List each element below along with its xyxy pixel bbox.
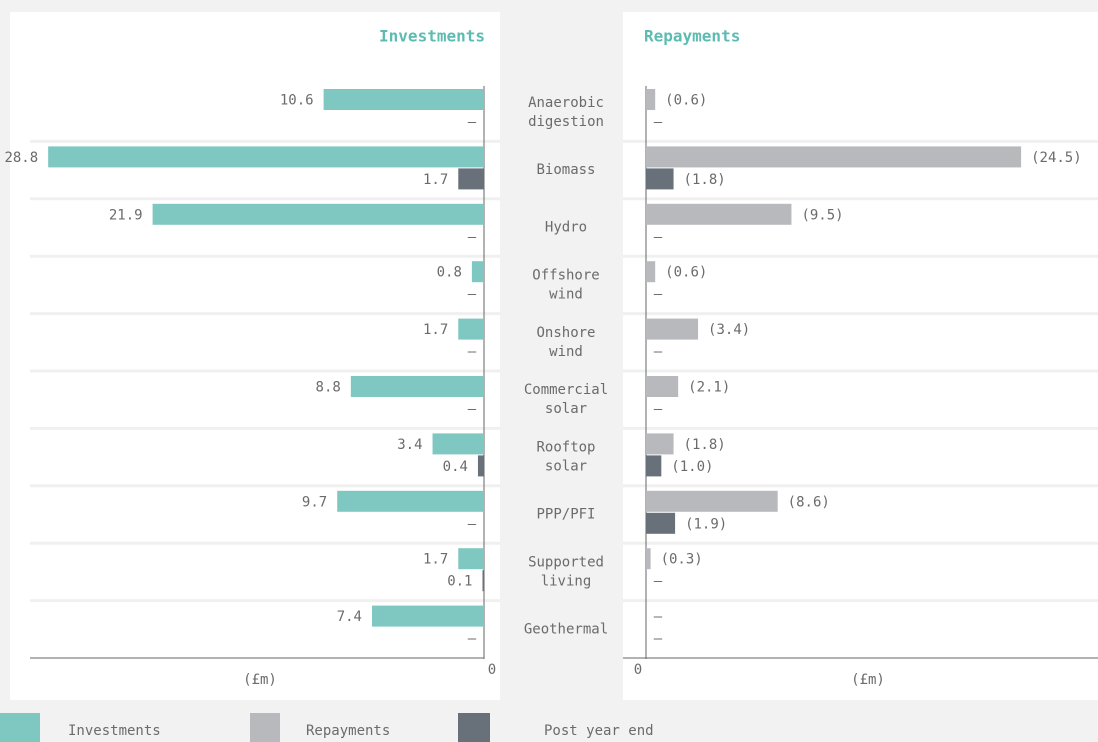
value-label: – [468,287,477,303]
legend-label: Repayments [306,723,390,739]
value-label: – [468,344,477,360]
bar [458,548,484,570]
right-panel [623,12,1098,700]
legend-swatch [0,713,40,742]
value-label: 0.4 [443,459,468,475]
panel-title: Repayments [644,27,740,46]
value-label: (8.6) [788,494,830,510]
category-label: PPP/PFI [536,507,595,523]
bar [323,89,484,110]
bar [646,89,656,110]
category-label: Commercial solar [524,382,608,417]
bar [152,203,484,225]
bar [458,318,484,340]
legend-label: Investments [68,723,161,739]
bar [477,455,484,477]
value-label: – [654,344,663,360]
value-label: – [654,631,663,647]
bar [646,512,676,534]
value-label: 21.9 [109,207,143,223]
left-panel [10,12,500,700]
value-label: (9.5) [801,207,843,223]
bar [432,433,484,455]
value-label: 9.7 [302,494,327,510]
category-label: Supported living [528,554,604,589]
bar [646,203,792,225]
bar [482,570,484,592]
value-label: 3.4 [397,437,422,453]
value-label: (0.3) [661,552,703,568]
category-label: Biomass [536,162,595,178]
value-label: – [654,609,663,625]
value-label: 1.7 [423,172,448,188]
bar [646,455,662,477]
category-label: Onshore wind [536,325,595,360]
value-label: 0.8 [437,265,462,281]
value-label: – [468,516,477,532]
category-label: Rooftop solar [536,440,595,475]
value-label: (2.1) [688,380,730,396]
bar [471,261,484,283]
value-label: (1.0) [671,459,713,475]
legend-label: Post year end [544,723,654,739]
value-label: – [654,574,663,590]
panel-title: Investments [379,27,485,46]
bar [337,490,484,512]
bar [646,376,679,397]
value-label: – [468,229,477,245]
value-label: – [468,115,477,131]
value-label: (24.5) [1031,150,1082,166]
bar [646,433,674,455]
value-label: (1.8) [684,172,726,188]
bar [372,605,484,627]
legend-swatch [458,713,490,742]
x-tick-label: 0 [488,662,496,678]
legend-swatch [250,713,280,742]
value-label: (0.6) [665,265,707,281]
value-label: (1.9) [685,516,727,532]
x-tick-label: 0 [634,662,642,678]
value-label: 1.7 [423,552,448,568]
value-label: – [654,229,663,245]
bar [48,146,484,168]
category-label: Offshore wind [532,267,599,302]
value-label: – [654,115,663,131]
value-label: 1.7 [423,322,448,338]
value-label: 7.4 [337,609,362,625]
bar [458,168,484,190]
bar [646,168,674,190]
value-label: (0.6) [665,93,707,109]
bar [646,490,778,512]
bar [646,548,651,570]
value-label: – [654,402,663,418]
value-label: 10.6 [280,93,314,109]
bar [646,146,1022,168]
bar [350,376,484,397]
category-label: Anaerobic digestion [528,95,604,130]
value-label: 8.8 [316,380,341,396]
axis-label: (£m) [851,672,885,688]
value-label: – [654,287,663,303]
value-label: – [468,631,477,647]
value-label: – [468,402,477,418]
value-label: (1.8) [684,437,726,453]
value-label: (3.4) [708,322,750,338]
value-label: 28.8 [4,150,38,166]
axis-label: (£m) [243,672,277,688]
bar [646,261,656,283]
category-label: Geothermal [524,621,608,637]
value-label: 0.1 [447,574,472,590]
category-label: Hydro [545,220,587,236]
bar [646,318,699,340]
